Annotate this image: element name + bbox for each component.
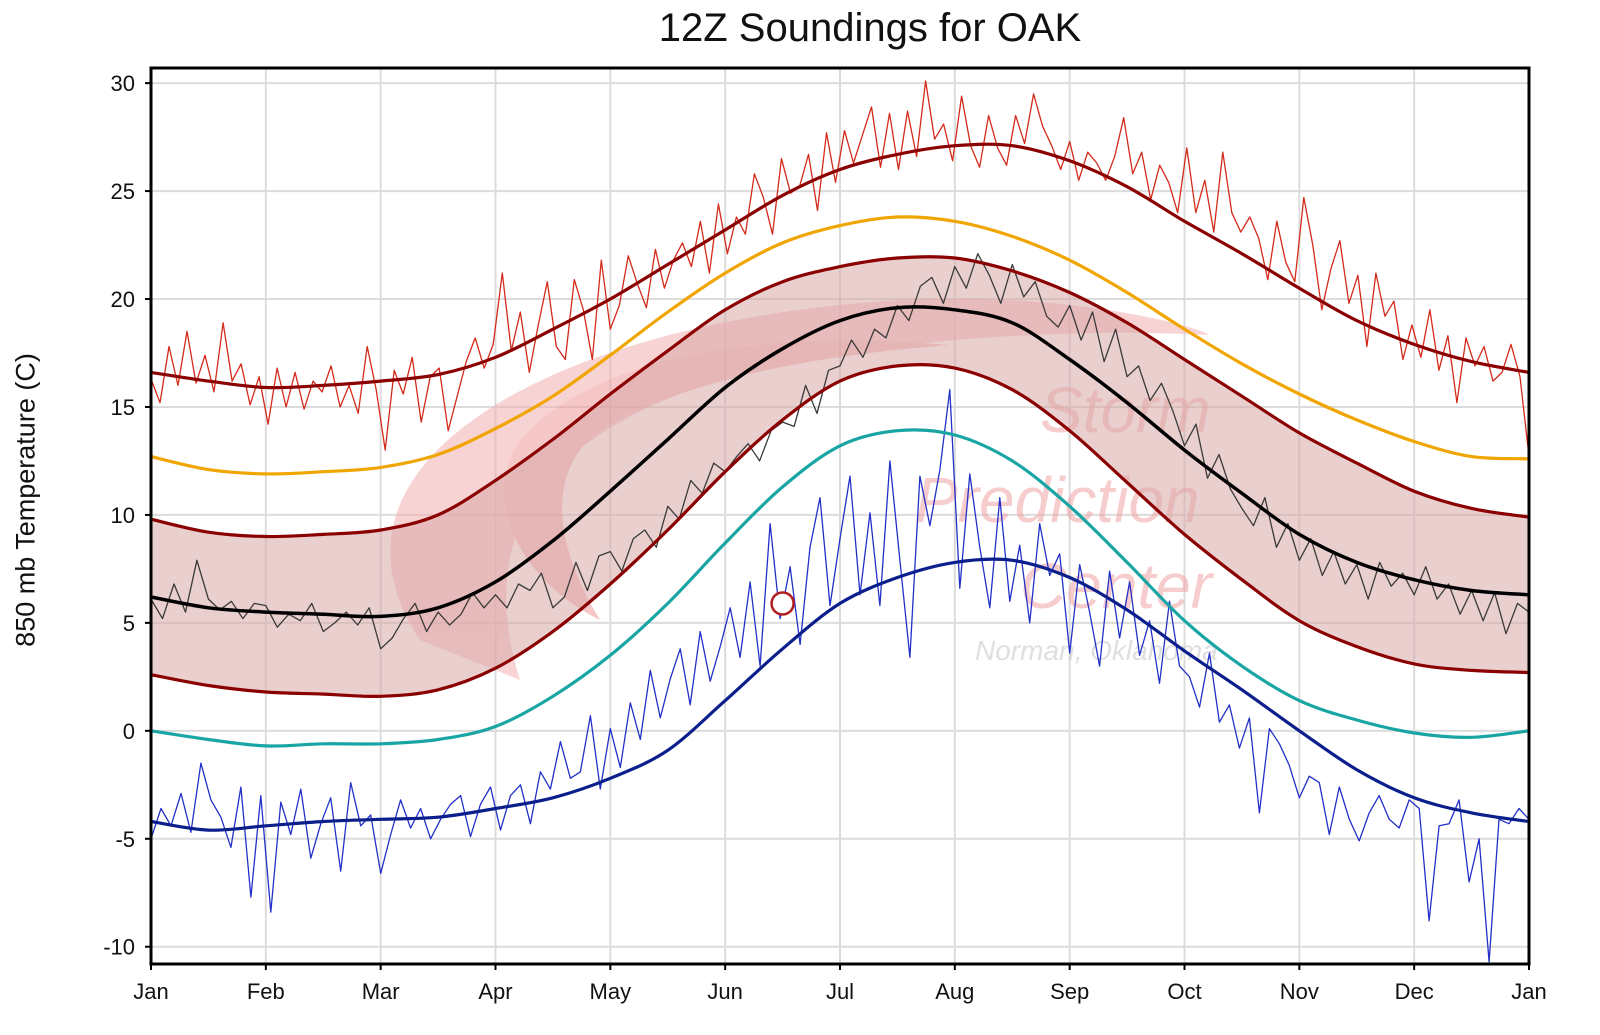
series-99th-percentile xyxy=(151,215,1529,476)
x-tick-label-jun: Jun xyxy=(707,979,742,1004)
x-tick-label-may: May xyxy=(590,979,632,1004)
x-tick-label-sep: Sep xyxy=(1050,979,1089,1004)
series-daily-record-lows xyxy=(151,389,1529,963)
y-tick-label: -5 xyxy=(115,827,135,852)
y-tick-label: 30 xyxy=(111,71,135,96)
series-daily-observations xyxy=(151,253,1529,650)
y-tick-label: 25 xyxy=(111,179,135,204)
x-tick-label-mar: Mar xyxy=(362,979,400,1004)
series-mean xyxy=(151,305,1529,619)
x-tick-label-jan: Jan xyxy=(1511,979,1546,1004)
series-1st-percentile xyxy=(151,428,1529,748)
x-tick-label-jul: Jul xyxy=(826,979,854,1004)
x-tick-label-dec: Dec xyxy=(1395,979,1434,1004)
marker-layer xyxy=(770,591,795,616)
x-tick-label-oct: Oct xyxy=(1167,979,1201,1004)
x-tick-label-nov: Nov xyxy=(1280,979,1319,1004)
x-tick-label-jan: Jan xyxy=(133,979,168,1004)
y-tick-label: -10 xyxy=(103,935,135,960)
daily-observation-lines xyxy=(151,80,1529,963)
series-daily-record-highs xyxy=(151,80,1529,457)
current-observation-marker xyxy=(770,591,795,616)
y-tick-label: 5 xyxy=(123,611,135,636)
x-tick-label-feb: Feb xyxy=(247,979,285,1004)
chart-title: 12Z Soundings for OAK xyxy=(658,6,1082,50)
std-dev-band xyxy=(151,256,1529,697)
tick-layer: -10 -5 0 5 10 15 20 25 30 Jan Feb Mar Apr May Jun Jul Au… xyxy=(103,71,1547,1004)
series-record-minimum xyxy=(151,557,1529,832)
watermark-line-3: Center xyxy=(1020,550,1215,622)
x-tick-label-aug: Aug xyxy=(935,979,974,1004)
series-1-standard-deviation xyxy=(151,255,1529,539)
y-tick-label: 10 xyxy=(111,503,135,528)
x-tick-label-apr: Apr xyxy=(478,979,512,1004)
y-tick-label: 20 xyxy=(111,287,135,312)
series-record-maximum xyxy=(151,142,1529,390)
std-dev-band-fill xyxy=(151,256,1529,697)
series-1-standard-deviation xyxy=(151,363,1529,699)
y-tick-label: 15 xyxy=(111,395,135,420)
y-tick-label: 0 xyxy=(123,719,135,744)
climatology-lines xyxy=(151,142,1529,832)
